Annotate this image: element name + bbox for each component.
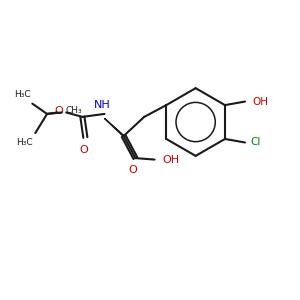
- Text: O: O: [128, 166, 137, 176]
- Text: H₃C: H₃C: [14, 90, 31, 99]
- Polygon shape: [104, 118, 124, 136]
- Text: OH: OH: [163, 154, 180, 165]
- Text: CH₃: CH₃: [65, 106, 82, 116]
- Text: Cl: Cl: [250, 137, 261, 148]
- Text: O: O: [54, 106, 63, 116]
- Text: OH: OH: [252, 97, 268, 106]
- Text: NH: NH: [94, 100, 110, 110]
- Text: O: O: [80, 145, 88, 155]
- Text: H₃C: H₃C: [16, 138, 32, 147]
